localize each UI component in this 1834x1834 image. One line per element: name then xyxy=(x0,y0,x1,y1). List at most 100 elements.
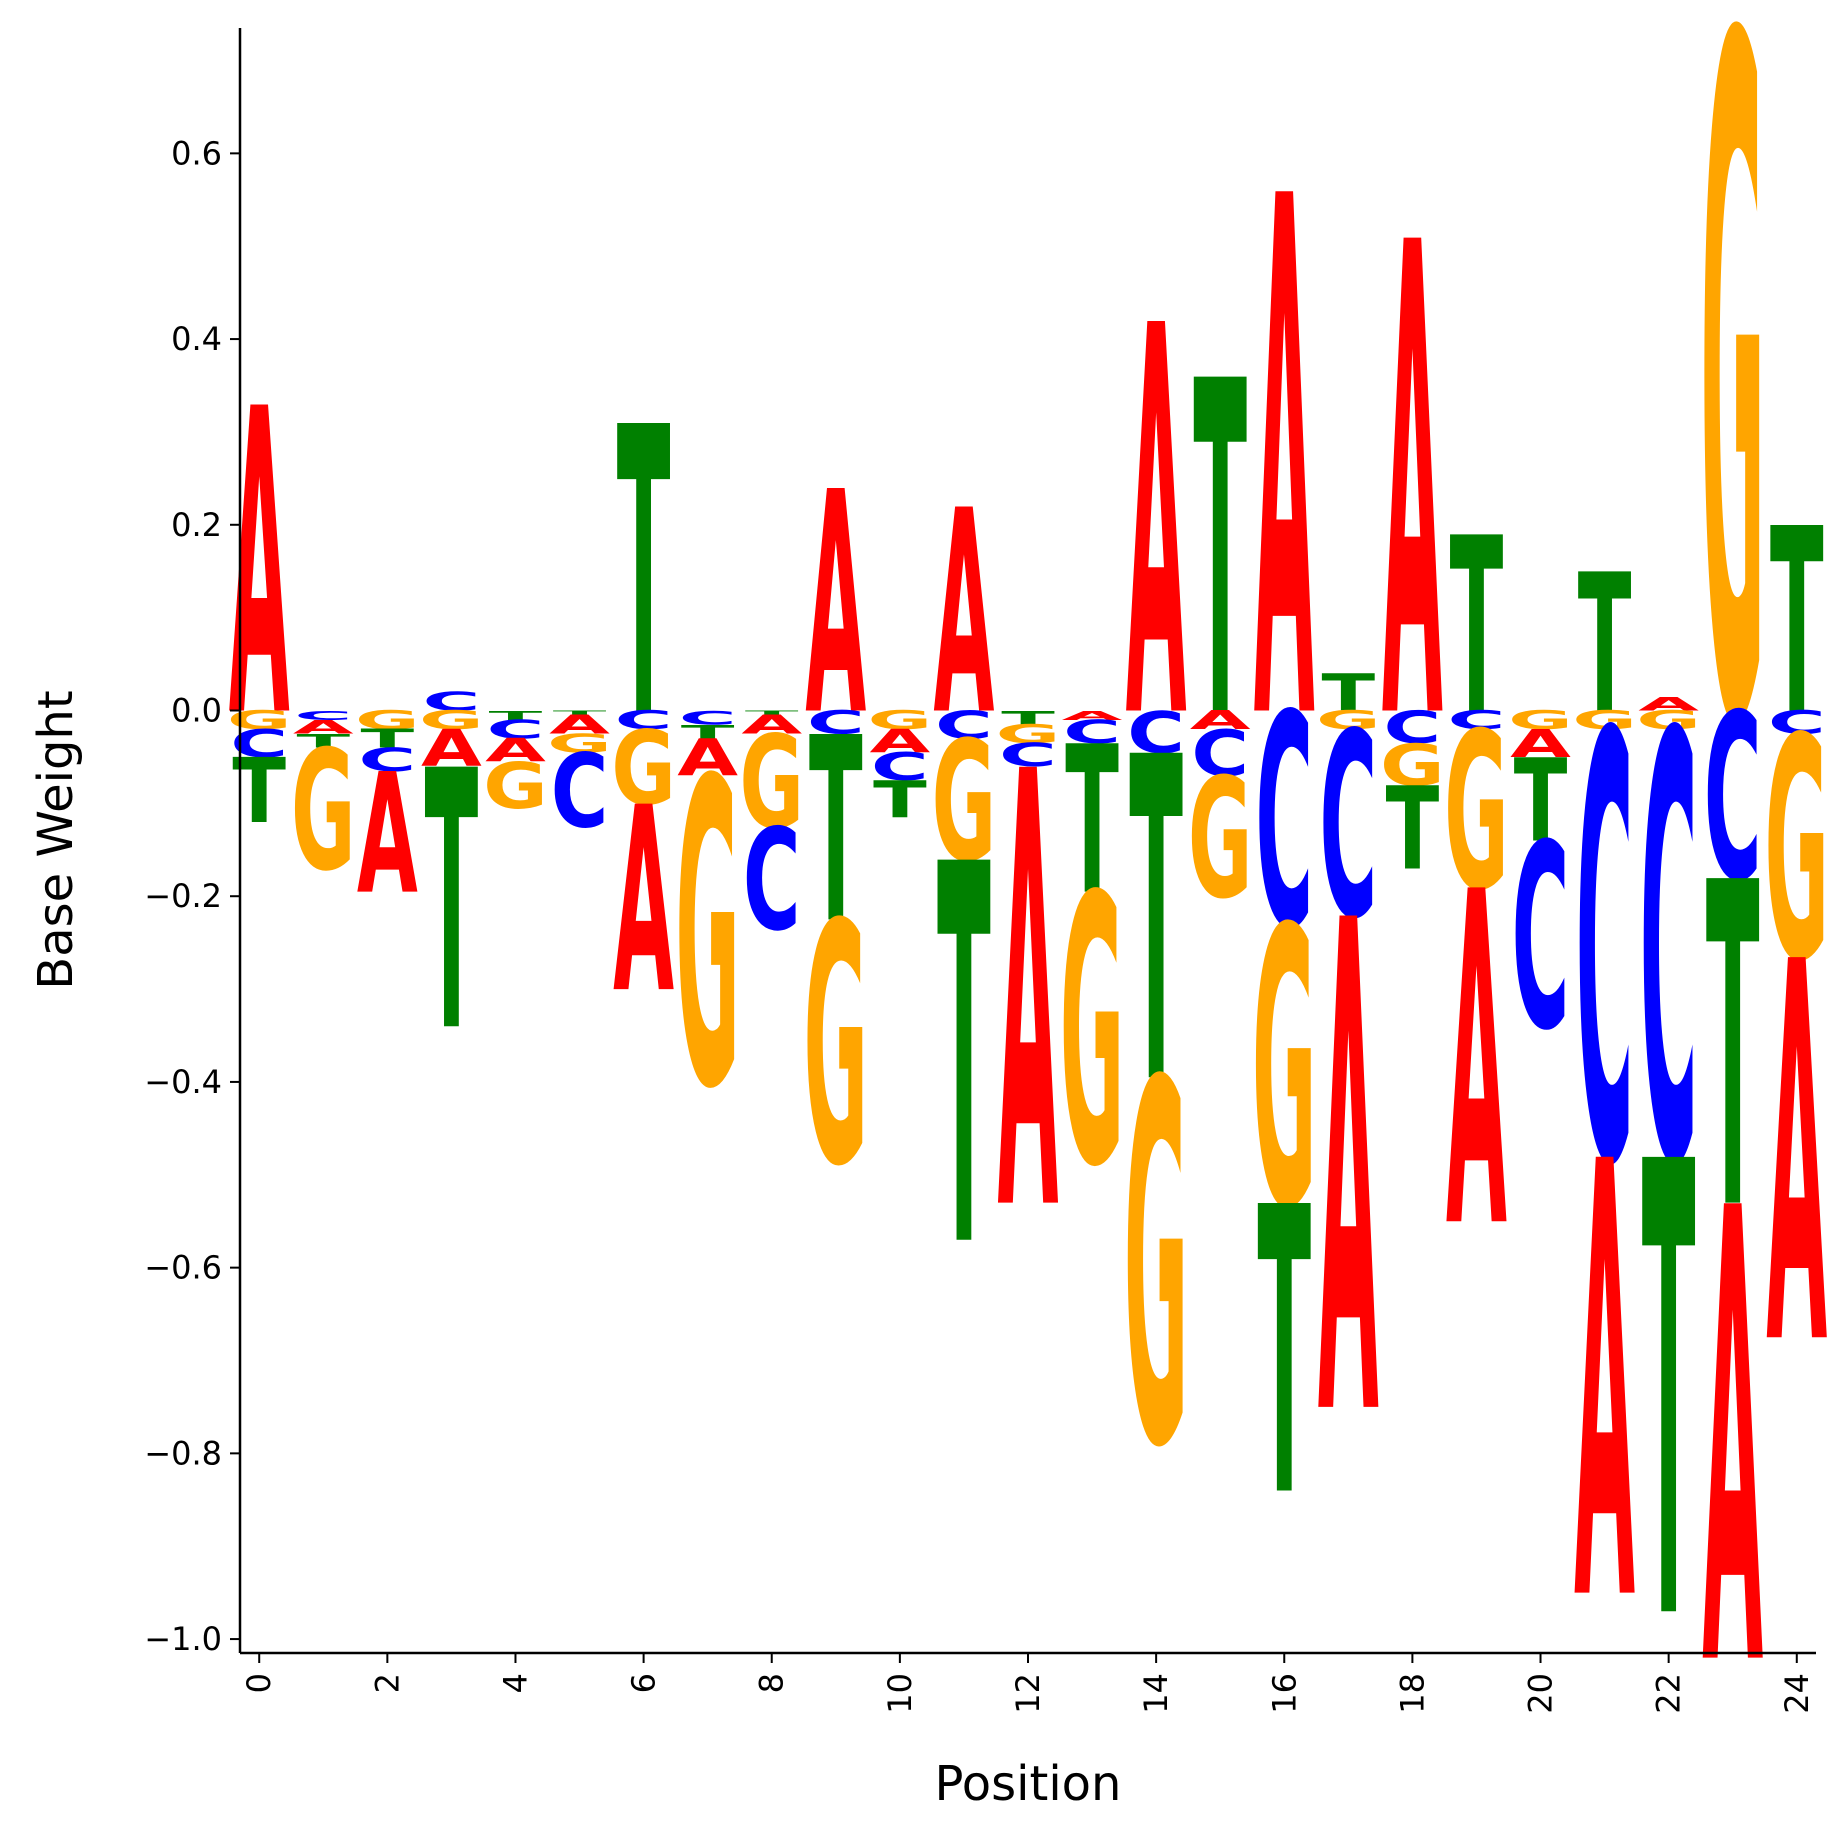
logo-letter-C-pos-5: C xyxy=(551,734,609,852)
logo-letter-C-pos-14: C xyxy=(1127,700,1185,767)
y-axis-title: Base Weight xyxy=(28,690,84,989)
x-tick-label: 10 xyxy=(881,1673,919,1714)
logo-letter-T-pos-14: T xyxy=(1129,665,1183,1183)
logo-letter-A-pos-12: A xyxy=(998,647,1059,1344)
x-tick-label: 0 xyxy=(240,1673,278,1693)
logo-letter-G-pos-9: G xyxy=(804,854,869,1239)
logo-letter-A-pos-10: A xyxy=(869,723,931,760)
logo-letter-A-pos-21: A xyxy=(1574,1037,1635,1734)
logo-letter-A-pos-13: A xyxy=(1062,708,1123,723)
x-axis-ticks: 0 2 4 6 8 10 12 14 16 18 20 22 24 xyxy=(240,1653,1816,1714)
logo-letter-T-pos-19: T xyxy=(1450,487,1504,768)
logo-letter-G-pos-14: G xyxy=(1124,978,1189,1556)
logo-letter-G-pos-15: G xyxy=(1188,743,1253,936)
logo-letter-C-pos-3: C xyxy=(423,687,481,717)
y-tick-label: 0.2 xyxy=(171,506,222,544)
logo-letter-C-pos-4: C xyxy=(487,715,545,745)
logo-letter-G-pos-3: G xyxy=(419,706,484,736)
logo-letter-G-pos-17: G xyxy=(1316,706,1381,736)
logo-letter-G-pos-7: G xyxy=(675,694,740,1182)
logo-letter-T-pos-1: T xyxy=(296,730,350,752)
y-tick-label: 0.4 xyxy=(171,320,222,358)
x-tick-label: 8 xyxy=(753,1673,791,1693)
logo-letter-G-pos-22: G xyxy=(1636,706,1701,736)
logo-letter-G-pos-18: G xyxy=(1380,732,1444,799)
logo-letter-A-pos-9: A xyxy=(805,427,866,783)
logo-letter-C-pos-23: C xyxy=(1704,666,1762,932)
logo-letter-T-pos-24: T xyxy=(1770,475,1824,771)
logo-letter-T-pos-13: T xyxy=(1065,704,1119,940)
logo-letter-C-pos-24: C xyxy=(1768,705,1826,742)
logo-letter-T-pos-8: T xyxy=(745,709,799,716)
y-tick-label: −0.6 xyxy=(144,1249,222,1287)
x-axis-title: Position xyxy=(935,1756,1122,1812)
logo-letter-G-pos-21: G xyxy=(1572,706,1637,736)
logo-letter-G-pos-20: G xyxy=(1508,706,1573,736)
logo-letter-T-pos-6: T xyxy=(617,346,671,805)
logo-letter-T-pos-2: T xyxy=(361,724,415,754)
logo-letter-A-pos-18: A xyxy=(1382,108,1443,863)
logo-letter-T-pos-9: T xyxy=(809,684,863,980)
logo-letter-T-pos-20: T xyxy=(1514,736,1568,869)
logo-letter-A-pos-15: A xyxy=(1190,706,1251,736)
logo-letter-C-pos-12: C xyxy=(999,737,1057,774)
logo-letter-G-pos-24: G xyxy=(1765,673,1830,1029)
logo-letter-C-pos-19: C xyxy=(1448,706,1506,736)
y-tick-label: −0.8 xyxy=(144,1434,222,1472)
logo-letter-T-pos-21: T xyxy=(1578,535,1632,756)
logo-letter-C-pos-20: C xyxy=(1512,791,1570,1087)
x-tick-label: 12 xyxy=(1009,1673,1047,1714)
logo-letter-A-pos-16: A xyxy=(1254,50,1315,879)
logo-letter-C-pos-15: C xyxy=(1191,717,1249,791)
logo-letter-T-pos-22: T xyxy=(1642,1033,1696,1758)
logo-letter-C-pos-11: C xyxy=(935,703,993,747)
x-tick-label: 6 xyxy=(625,1673,663,1693)
logo-letter-G-pos-10: G xyxy=(868,706,933,736)
x-tick-label: 14 xyxy=(1137,1673,1175,1714)
logo-letter-G-pos-19: G xyxy=(1444,688,1509,939)
logo-letter-T-pos-12: T xyxy=(1001,707,1055,729)
logo-letter-T-pos-15: T xyxy=(1193,287,1247,819)
logo-letter-G-pos-1: G xyxy=(291,715,356,908)
y-tick-label: 0.0 xyxy=(171,692,222,730)
logo-letter-C-pos-9: C xyxy=(807,705,865,742)
logo-letter-A-pos-2: A xyxy=(357,738,418,931)
logo-letter-T-pos-3: T xyxy=(425,696,479,1110)
logo-letter-C-pos-13: C xyxy=(1063,714,1121,751)
logo-letter-C-pos-17: C xyxy=(1319,680,1377,976)
logo-letter-T-pos-5: T xyxy=(553,709,607,716)
logo-letter-A-pos-3: A xyxy=(421,719,482,778)
logo-letter-G-pos-23: G xyxy=(1700,0,1765,930)
logo-letter-A-pos-1: A xyxy=(293,716,354,738)
logo-letter-A-pos-22: A xyxy=(1638,693,1699,715)
logo-letter-A-pos-14: A xyxy=(1126,217,1187,838)
logo-letter-G-pos-5: G xyxy=(547,729,612,759)
logo-letter-C-pos-7: C xyxy=(679,707,737,729)
logo-letter-A-pos-5: A xyxy=(549,710,610,740)
x-tick-label: 4 xyxy=(496,1673,534,1693)
logo-letter-T-pos-16: T xyxy=(1257,1126,1311,1585)
logo-letter-A-pos-20: A xyxy=(1510,722,1571,766)
logo-letter-T-pos-23: T xyxy=(1706,790,1760,1308)
logo-letter-G-pos-4: G xyxy=(483,749,547,823)
logo-letter-A-pos-8: A xyxy=(741,710,802,740)
logo-letter-C-pos-22: C xyxy=(1640,615,1698,1295)
logo-letter-G-pos-13: G xyxy=(1060,818,1125,1248)
logo-letter-A-pos-17: A xyxy=(1318,783,1379,1567)
logo-letter-G-pos-11: G xyxy=(932,706,997,899)
logo-letter-A-pos-23: A xyxy=(1702,1080,1763,1805)
logo-letter-T-pos-17: T xyxy=(1322,664,1376,723)
y-tick-label: 0.6 xyxy=(171,134,222,172)
logo-letter-C-pos-16: C xyxy=(1255,652,1313,993)
x-tick-label: 18 xyxy=(1393,1673,1431,1714)
x-tick-label: 20 xyxy=(1522,1673,1560,1714)
logo-letter-G-pos-2: G xyxy=(355,706,420,736)
x-tick-label: 16 xyxy=(1265,1673,1303,1714)
y-axis-ticks: −1.0 −0.8 −0.6 −0.4 −0.2 0.0 0.2 0.4 0.6 xyxy=(144,134,240,1658)
logo-letter-C-pos-21: C xyxy=(1576,615,1634,1295)
logo-letter-A-pos-4: A xyxy=(485,732,547,769)
logo-letter-A-pos-7: A xyxy=(677,729,738,788)
x-tick-label: 2 xyxy=(368,1673,406,1693)
